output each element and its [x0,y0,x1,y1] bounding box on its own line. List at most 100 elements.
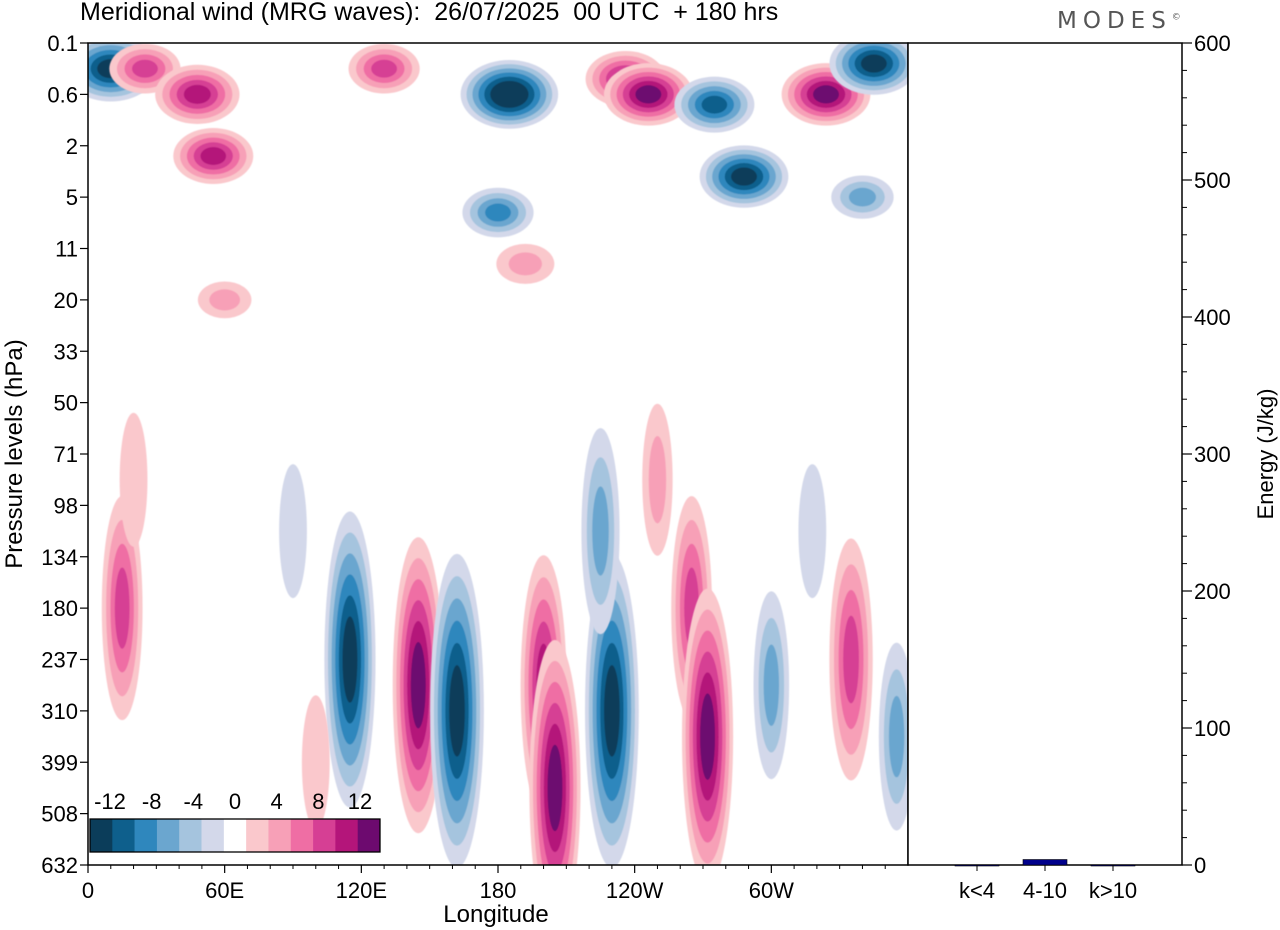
colorbar-label: 12 [348,789,372,814]
contour-band [701,95,728,114]
y-tick-label: 0.6 [47,82,78,107]
contour-band [731,167,757,186]
colorbar-swatch [90,819,113,852]
contour-band [410,642,426,729]
y-tick-label: 11 [55,237,78,262]
wind-feature-16 [101,496,143,721]
colorbar-swatch [246,819,269,852]
y-tick-label: 310 [41,699,78,724]
y-tick-label: 2 [66,134,78,159]
x-tick-label: 180 [480,878,517,903]
energy-tick-label: 300 [1194,442,1231,467]
wind-feature-3 [173,128,254,185]
wind-feature-8 [496,243,555,284]
y-tick-label: 180 [41,596,78,621]
wind-feature-22 [430,553,484,865]
wind-feature-18 [279,464,307,599]
contour-band [843,615,859,704]
wind-feature-31 [829,538,873,781]
contour-band [114,567,130,649]
contour-band [496,85,523,104]
wind-feature-6 [460,59,559,129]
colorbar-swatch [179,819,202,852]
wind-feature-21 [392,537,444,834]
colorbar-swatch [156,819,180,852]
y-tick-label: 632 [41,853,78,878]
contour-band [848,187,876,207]
y-tick-label: 71 [54,442,78,467]
wind-feature-7 [462,187,534,238]
contour-band [342,616,358,703]
wind-feature-11 [674,76,755,133]
energy-panel-frame [907,42,1183,866]
colorbar: -12 -8 -4 0 4 8 12 [89,789,381,853]
wind-feature-27 [642,403,673,556]
wind-contour-field [88,43,908,865]
colorbar-swatch [201,819,225,852]
wind-feature-15 [831,175,894,219]
colorbar-swatch [268,819,292,852]
contour-band [700,693,716,780]
energy-bar [1022,859,1068,866]
y-tick-label: 237 [41,648,78,673]
energy-category-label: k<4 [959,878,995,903]
wind-feature-12 [699,145,789,208]
colorbar-label: 0 [229,789,241,814]
colorbar-swatch [134,819,158,852]
x-tick-label: 120W [606,878,664,903]
y-tick-label: 98 [54,493,78,518]
colorbar-label: -8 [142,789,162,814]
colorbar-label: -12 [94,789,126,814]
wind-feature-5 [348,43,420,94]
colorbar-swatch [313,819,336,852]
colorbar-swatch [290,819,314,852]
x-tick-label: 60W [749,878,794,903]
wind-feature-24 [529,639,581,865]
wind-feature-26 [581,428,620,635]
energy-tick-label: 200 [1194,579,1231,604]
contour-band [798,464,827,599]
contour-band [132,59,158,78]
contour-band [763,644,780,726]
energy-category-label: k>10 [1089,878,1137,903]
modes-logo: MODES© [1057,8,1181,34]
y-tick-label: 399 [41,750,78,775]
contour-band [508,252,543,276]
energy-category-label: 4-10 [1023,878,1067,903]
wind-feature-17 [119,412,148,547]
contour-band [635,85,662,104]
contour-band [485,203,511,222]
y-tick-label: 134 [41,545,78,570]
contour-band [209,289,241,311]
energy-tick-label: 100 [1194,716,1231,741]
y-tick-label: 0.1 [47,31,78,56]
y-tick-label: 50 [54,391,78,416]
contour-band [860,54,887,73]
contour-band [371,59,398,78]
contour-band [604,665,620,757]
wind-feature-4 [197,281,252,319]
y-tick-label: 5 [66,185,78,210]
energy-tick-label: 500 [1194,168,1231,193]
colorbar-label: 4 [271,789,283,814]
contour-band [183,84,211,104]
wind-feature-10 [603,63,693,126]
x-tick-label: 120E [336,878,387,903]
energy-tick-label: 600 [1194,31,1231,56]
wind-feature-2 [155,64,240,124]
energy-axis-label: Energy (J/kg) [1253,389,1278,520]
contour-band [279,464,307,599]
energy-bar-panel: 0 100 200 300 400 500 600 Energy (J/kg) k<4 4-10 k… [907,31,1278,903]
colorbar-swatch [335,819,358,852]
energy-tick-label: 0 [1194,853,1206,878]
y-tick-label: 33 [54,339,78,364]
contour-band [449,665,465,757]
contour-band [888,695,905,778]
contour-band [547,744,563,832]
y-tick-label: 508 [41,802,78,827]
contour-band [813,85,839,104]
contour-band [648,435,667,524]
x-axis-label: Longitude [443,901,548,928]
